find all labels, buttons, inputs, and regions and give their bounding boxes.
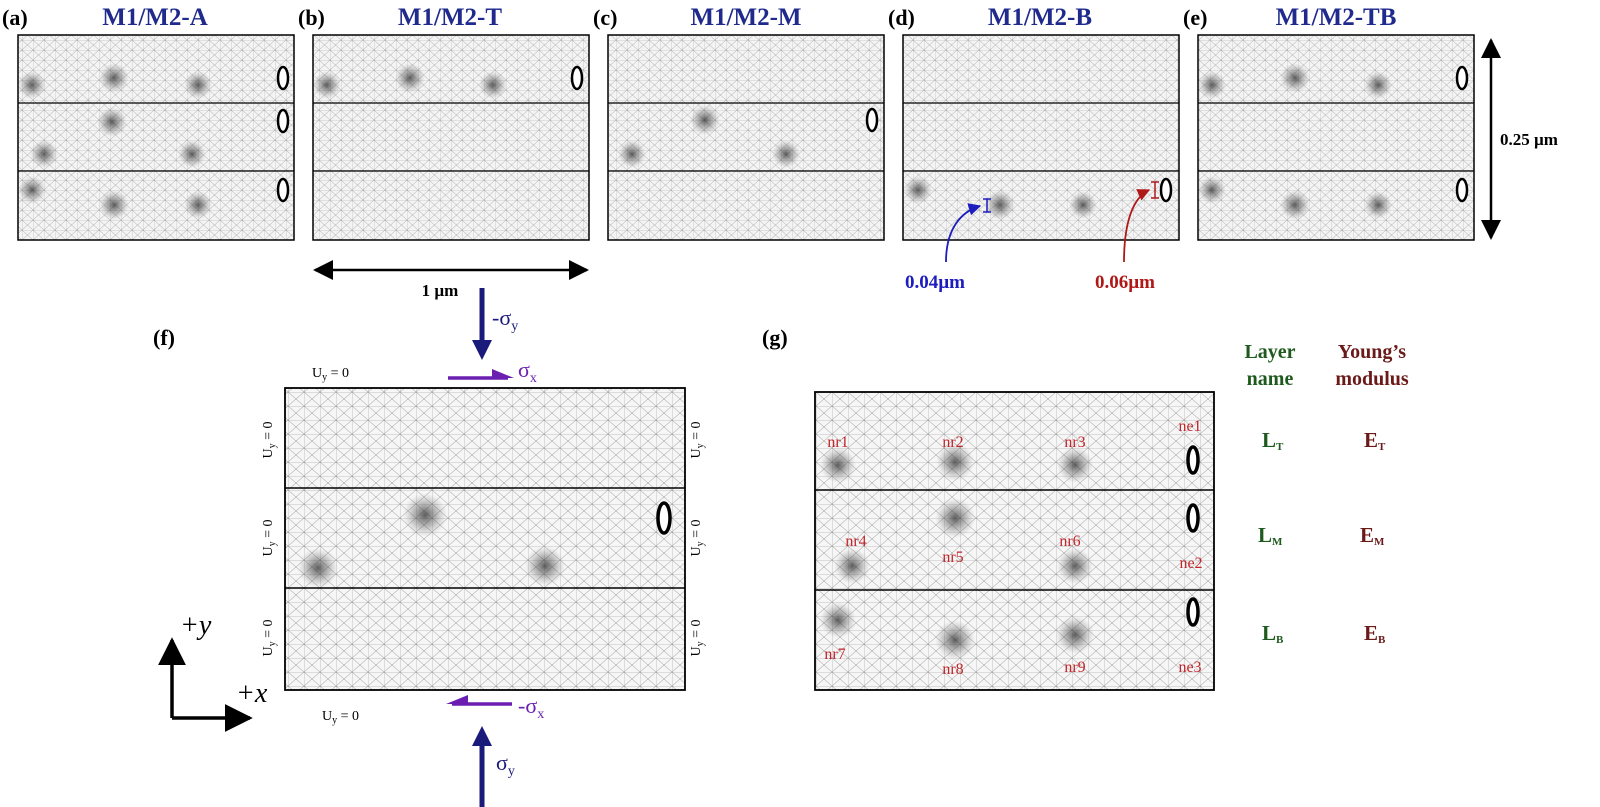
stress-top-x-label: σx: [518, 357, 537, 386]
stress-bottom-y-label: σy: [496, 750, 515, 779]
modulus-bottom-symbol: EB: [1364, 621, 1386, 646]
panel-title-b: M1/M2-T: [398, 4, 502, 31]
panel-title-a: M1/M2-A: [102, 4, 208, 31]
bc-right-bottom-label: Uy = 0: [689, 619, 706, 656]
layer-mid-symbol: LM: [1258, 523, 1283, 548]
modulus-mid-symbol: EM: [1360, 523, 1385, 548]
stress-bottom-x-label: -σx: [518, 693, 544, 722]
panel-label-f: (f): [153, 325, 175, 350]
annotation-left: 0.04µm: [905, 272, 965, 293]
header-layer-line1: Layer: [1244, 341, 1295, 363]
node-label: nr5: [942, 549, 963, 566]
panel-label-e: (e): [1183, 5, 1207, 30]
stress-top-y-arrowhead: [472, 340, 492, 360]
mesh-panel-b: [312, 34, 590, 241]
header-layer-line2: name: [1247, 368, 1294, 390]
stress-bottom-x-arrowhead: [446, 695, 468, 704]
panel-title-d: M1/M2-B: [988, 4, 1092, 31]
bc-left-bottom-label: Uy = 0: [261, 619, 278, 656]
panel-title-e: M1/M2-TB: [1276, 4, 1397, 31]
bc-left-top-label: Uy = 0: [261, 421, 278, 458]
header-modulus-line1: Young’s: [1338, 341, 1406, 363]
node-label: ne1: [1178, 418, 1201, 435]
panel-g: (g) nr1 nr2 nr3 ne1 nr4 nr5 nr6 ne2 nr7 …: [762, 325, 1409, 691]
axis-y-label: +y: [180, 610, 212, 641]
node-label: nr8: [942, 661, 963, 678]
top-row-panels: (a) M1/M2-A (b) M1/M2-T (c) M1/M2-M (d) …: [2, 4, 1558, 300]
stress-top-y-label: -σy: [492, 305, 518, 334]
node-label: nr6: [1059, 533, 1080, 550]
mesh-panel-d: [902, 34, 1180, 241]
annotation-right: 0.06µm: [1095, 272, 1155, 293]
header-modulus-line2: modulus: [1335, 368, 1409, 390]
node-label: nr4: [845, 533, 866, 550]
node-label: nr1: [827, 434, 848, 451]
mesh-panel-g: [814, 391, 1215, 691]
bc-top-label: Uy = 0: [312, 366, 349, 383]
width-dimension-label: 1 µm: [422, 281, 459, 300]
mesh-panel-a: [17, 34, 295, 241]
panel-label-a: (a): [2, 5, 28, 30]
panel-label-g: (g): [762, 325, 788, 350]
panel-label-c: (c): [593, 5, 617, 30]
node-label: nr2: [942, 434, 963, 451]
bc-left-mid-label: Uy = 0: [261, 519, 278, 556]
bc-right-mid-label: Uy = 0: [689, 519, 706, 556]
mesh-panel-c: [607, 34, 885, 241]
mesh-panel-f: [284, 387, 686, 691]
node-label: ne3: [1178, 659, 1201, 676]
panel-label-b: (b): [298, 5, 325, 30]
layer-top-symbol: LT: [1262, 428, 1284, 453]
panel-f: (f) -σy σx Uy = 0 Uy = 0 Uy = 0 Uy = 0 U…: [153, 288, 706, 807]
mesh-panel-e: [1197, 34, 1475, 241]
modulus-top-symbol: ET: [1364, 428, 1386, 453]
bc-bottom-label: Uy = 0: [322, 709, 359, 726]
node-label: nr9: [1064, 659, 1085, 676]
node-label: nr3: [1064, 434, 1085, 451]
annotation-arrow-right: [1123, 189, 1151, 263]
layer-bottom-symbol: LB: [1262, 621, 1284, 646]
bc-right-top-label: Uy = 0: [689, 421, 706, 458]
panel-label-d: (d): [888, 5, 915, 30]
panel-title-c: M1/M2-M: [690, 4, 801, 31]
axis-x-label: +x: [236, 678, 268, 709]
node-label: nr7: [824, 646, 845, 663]
stress-top-x-arrowhead: [492, 369, 514, 378]
annotation-arrow-left: [945, 203, 982, 263]
node-label: ne2: [1179, 555, 1202, 572]
height-dimension-label: 0.25 µm: [1500, 130, 1558, 149]
stress-bottom-y-arrowhead: [472, 726, 492, 746]
